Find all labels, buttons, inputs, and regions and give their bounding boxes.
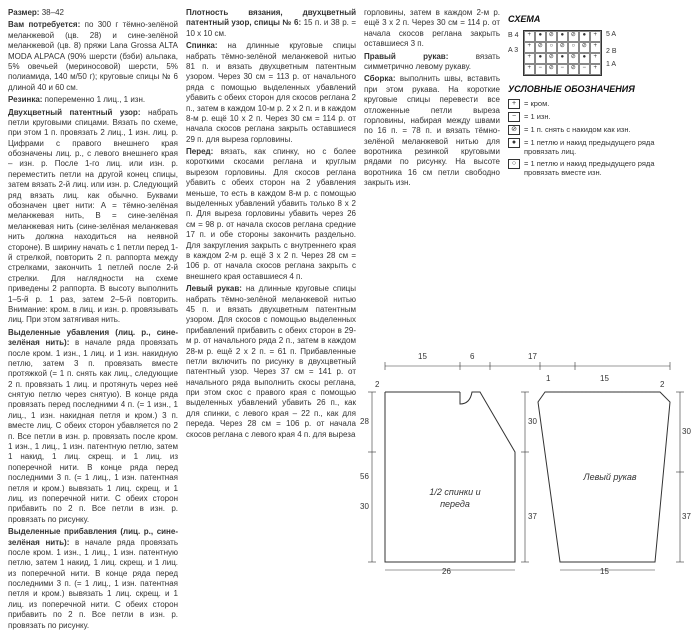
front-text: вязать, как спинку, но с более короткими… bbox=[186, 147, 356, 281]
dim-56: 56 bbox=[360, 472, 369, 482]
dim-top-15a: 15 bbox=[418, 352, 427, 362]
schema-rl-0: 5 A bbox=[606, 30, 617, 39]
front-label: Перед: bbox=[186, 147, 213, 156]
legend-row-4: ○ = 1 петлю и накид предыдущего ряда пров… bbox=[508, 159, 688, 177]
schema-rl-2: 2 B bbox=[606, 47, 617, 56]
legend-text-1: = 1 изн. bbox=[524, 112, 551, 121]
legend-sym-4: ○ bbox=[508, 159, 520, 169]
legend-title: УСЛОВНЫЕ ОБОЗНАЧЕНИЯ bbox=[508, 84, 688, 96]
dim-37b: 37 bbox=[682, 512, 691, 522]
legend-sym-0: + bbox=[508, 99, 520, 109]
pattern-label: Двухцветный патентный узор: bbox=[8, 108, 140, 117]
materials-label: Вам потребуется: bbox=[8, 20, 80, 29]
pattern-text: набрать петли круговыми спицами. Вязать … bbox=[8, 108, 178, 325]
column-2: Плотность вязания, двухцветный патентный… bbox=[186, 8, 356, 633]
schema-right-labels: 5 A 2 B 1 A bbox=[606, 28, 617, 72]
legend-text-0: = кром. bbox=[524, 99, 549, 108]
schematic-svg bbox=[360, 352, 690, 577]
schema-title: СХЕМА bbox=[508, 14, 688, 26]
dim-30b: 30 bbox=[528, 417, 537, 427]
assembly-label: Сборка: bbox=[364, 74, 396, 83]
dim-15s: 15 bbox=[600, 374, 609, 384]
dim-2-right: 2 bbox=[660, 380, 664, 390]
dim-top-6: 6 bbox=[470, 352, 474, 362]
dim-bottom-15: 15 bbox=[600, 567, 609, 577]
schema-ll-0: B 4 bbox=[508, 31, 519, 40]
dim-30: 30 bbox=[360, 502, 369, 512]
schema-ll-1: A 3 bbox=[508, 46, 519, 55]
legend-sym-3: ● bbox=[508, 138, 520, 148]
rib-label: Резинка: bbox=[8, 95, 42, 104]
schema-box: B 4 A 3 +●⊘●⊘●+ +⊘○⊘○⊘+ +●⊘●⊘●+ +−⊘−⊘−+ … bbox=[508, 28, 688, 76]
dim-top-17: 17 bbox=[528, 352, 537, 362]
schema-grid: +●⊘●⊘●+ +⊘○⊘○⊘+ +●⊘●⊘●+ +−⊘−⊘−+ bbox=[523, 30, 602, 76]
legend-row-3: ● = 1 петлю и накид предыдущего ряда пров… bbox=[508, 138, 688, 156]
body-label: 1/2 спинки и переда bbox=[415, 487, 495, 510]
sleeve-label: Левый рукав bbox=[575, 472, 645, 484]
legend-sym-1: − bbox=[508, 112, 520, 122]
col3-text1: горловины, затем в каждом 2-м р. ещё 3 х… bbox=[364, 8, 500, 50]
lsleeve-text: на длинные круговые спицы набрать тёмно-… bbox=[186, 284, 356, 438]
legend-row-2: ⊘ = 1 п. снять с накидом как изн. bbox=[508, 125, 688, 135]
schematic: 15 6 17 2 2 28 30 56 30 37 30 37 26 15 1… bbox=[360, 352, 690, 577]
schema-left-labels: B 4 A 3 bbox=[508, 28, 519, 72]
inc-text: в начале ряда провязать после кром. 1 из… bbox=[8, 538, 178, 630]
legend-list: + = кром. −= 1 изн. ⊘ = 1 п. снять с накид… bbox=[508, 99, 688, 177]
dim-30c: 30 bbox=[682, 427, 691, 437]
lsleeve-label: Левый рукав: bbox=[186, 284, 242, 293]
dim-1: 1 bbox=[546, 374, 550, 384]
column-1: Размер: 38–42 Вам потребуется: по 300 г … bbox=[8, 8, 178, 633]
assembly-text: выполнить швы, вставить при этом рукава.… bbox=[364, 74, 500, 187]
legend-sym-2: ⊘ bbox=[508, 125, 520, 135]
dec-text: в начале ряда провязать после кром. 1 из… bbox=[8, 338, 178, 524]
rsleeve-label: Правый рукав: bbox=[364, 52, 448, 61]
size-value: 38–42 bbox=[42, 8, 64, 17]
legend-text-4: = 1 петлю и накид предыдущего ряда провя… bbox=[524, 159, 688, 177]
dim-2-left: 2 bbox=[375, 380, 379, 390]
legend-text-3: = 1 петлю и накид предыдущего ряда провя… bbox=[524, 138, 688, 156]
back-text: на длинные круговые спицы набрать тёмно-… bbox=[186, 41, 356, 144]
dim-37: 37 bbox=[528, 512, 537, 522]
materials-text: по 300 г тёмно-зелёной меланжевой (цв. 2… bbox=[8, 20, 178, 91]
back-label: Спинка: bbox=[186, 41, 217, 50]
legend-row-0: + = кром. bbox=[508, 99, 688, 109]
schema-rl-3: 1 A bbox=[606, 60, 617, 69]
legend-text-2: = 1 п. снять с накидом как изн. bbox=[524, 125, 631, 134]
size-label: Размер: bbox=[8, 8, 39, 17]
dim-28: 28 bbox=[360, 417, 369, 427]
dim-bottom-26: 26 bbox=[442, 567, 451, 577]
rib-text: попеременно 1 лиц., 1 изн. bbox=[45, 95, 145, 104]
legend-row-1: −= 1 изн. bbox=[508, 112, 688, 122]
